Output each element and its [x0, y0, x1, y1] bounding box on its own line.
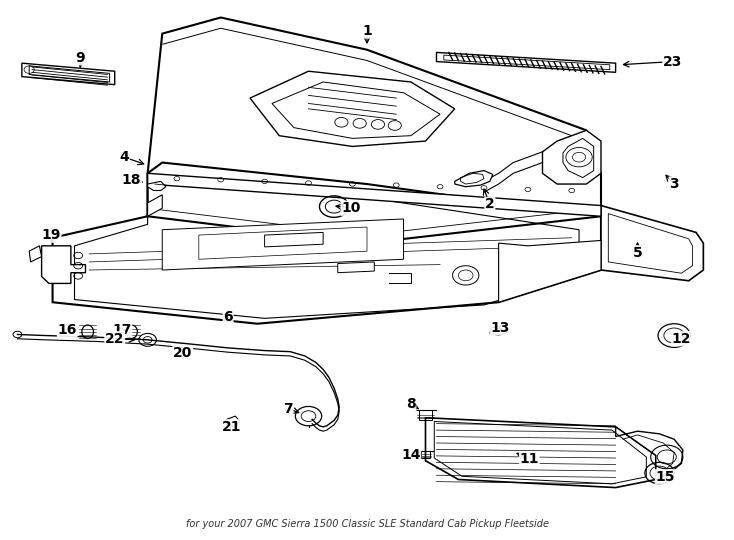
Text: 7: 7	[283, 402, 293, 416]
Polygon shape	[455, 171, 493, 187]
Polygon shape	[542, 130, 601, 184]
Polygon shape	[148, 195, 162, 217]
Text: 19: 19	[41, 228, 61, 242]
Text: 23: 23	[663, 55, 683, 69]
Text: 5: 5	[633, 246, 642, 260]
Text: 22: 22	[105, 332, 125, 346]
Text: for your 2007 GMC Sierra 1500 Classic SLE Standard Cab Pickup Fleetside: for your 2007 GMC Sierra 1500 Classic SL…	[186, 519, 548, 529]
Text: 6: 6	[223, 310, 233, 325]
Polygon shape	[601, 206, 703, 281]
Text: 10: 10	[341, 201, 360, 215]
Text: 15: 15	[655, 470, 675, 484]
Polygon shape	[338, 262, 374, 273]
Text: 20: 20	[173, 346, 192, 360]
Text: 2: 2	[485, 198, 495, 212]
Polygon shape	[148, 173, 601, 217]
Text: 9: 9	[76, 51, 85, 65]
Polygon shape	[148, 181, 166, 191]
Polygon shape	[616, 427, 683, 480]
Polygon shape	[162, 219, 404, 270]
Text: 13: 13	[490, 321, 510, 335]
Polygon shape	[426, 418, 656, 488]
Text: 11: 11	[520, 452, 539, 466]
Text: 8: 8	[406, 397, 415, 411]
Text: 3: 3	[669, 177, 679, 191]
Polygon shape	[148, 17, 601, 243]
Polygon shape	[42, 246, 85, 284]
Polygon shape	[490, 325, 509, 335]
Text: 12: 12	[672, 332, 691, 346]
Polygon shape	[250, 71, 455, 146]
Text: 14: 14	[401, 448, 421, 462]
Text: 4: 4	[120, 150, 129, 164]
Polygon shape	[53, 163, 601, 323]
Polygon shape	[437, 52, 616, 72]
Polygon shape	[225, 416, 240, 426]
Polygon shape	[22, 63, 115, 85]
Text: 21: 21	[222, 420, 241, 434]
Text: 17: 17	[112, 323, 131, 337]
Text: 18: 18	[122, 173, 142, 187]
Polygon shape	[29, 246, 42, 262]
Text: 1: 1	[362, 24, 372, 38]
Text: 16: 16	[57, 323, 77, 337]
Polygon shape	[498, 240, 601, 302]
